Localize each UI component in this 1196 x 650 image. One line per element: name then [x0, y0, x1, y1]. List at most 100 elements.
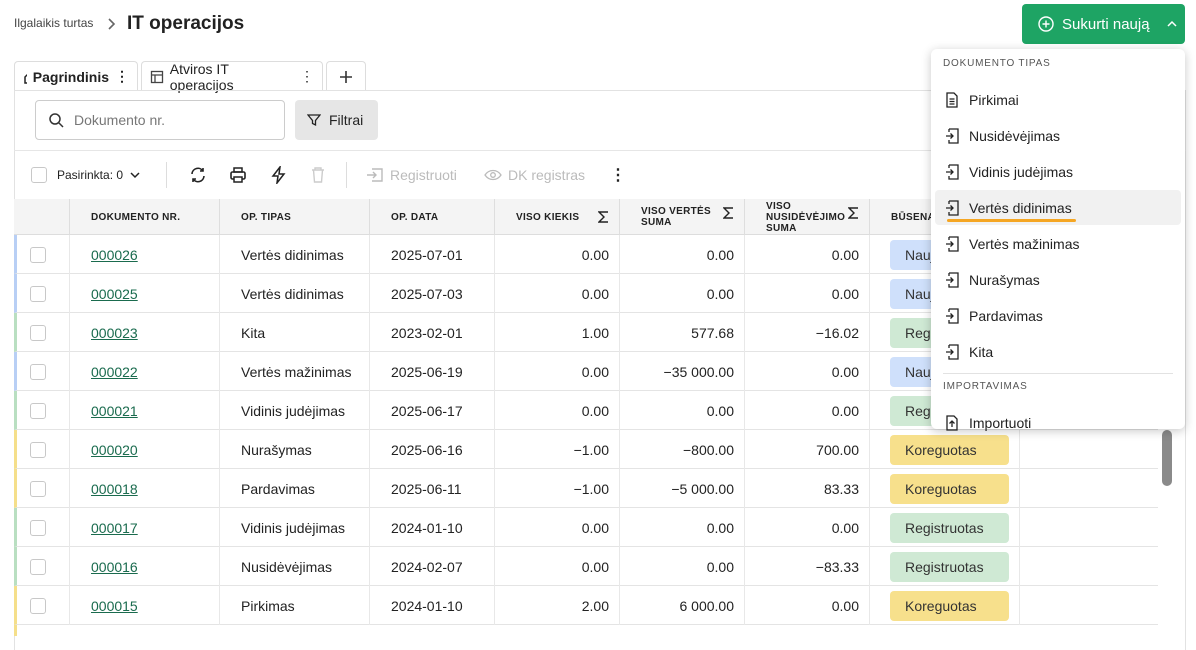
document-link[interactable]: 000015	[91, 597, 138, 614]
checkbox[interactable]	[30, 441, 46, 458]
eye-icon	[484, 169, 502, 181]
document-link[interactable]: 000022	[91, 363, 138, 380]
checkbox[interactable]	[30, 324, 46, 341]
menu-item[interactable]: Pardavimas	[935, 298, 1181, 333]
menu-item[interactable]: Vidinis judėjimas	[935, 154, 1181, 189]
cell	[17, 352, 70, 391]
tab-menu[interactable]: ⋮	[300, 68, 314, 84]
document-link[interactable]: 000025	[91, 285, 138, 302]
cell-text: Kita	[241, 324, 266, 341]
cell: 2025-06-17	[370, 391, 495, 430]
document-link[interactable]: 000026	[91, 246, 138, 263]
cell: 000018	[70, 469, 220, 508]
more-menu[interactable]: ⋮	[610, 167, 626, 184]
add-tab[interactable]	[326, 61, 366, 91]
cell-text: 0.00	[706, 402, 734, 419]
header-cell[interactable]: DOKUMENTO NR.	[70, 199, 220, 235]
create-button[interactable]: Sukurti naują	[1022, 4, 1185, 44]
section-title: IMPORTAVIMAS	[943, 381, 1028, 392]
header-cell[interactable]: OP. TIPAS	[220, 199, 370, 235]
header-label: BŪSENA	[891, 211, 936, 223]
cell: 2024-01-10	[370, 508, 495, 547]
breadcrumb[interactable]: Ilgalaikis turtas	[14, 16, 94, 30]
document-icon	[946, 127, 959, 144]
document-link[interactable]: 000021	[91, 402, 138, 419]
cell: 2025-07-01	[370, 235, 495, 274]
register-icon	[367, 168, 383, 182]
menu-item[interactable]: Nusidėvėjimas	[935, 118, 1181, 153]
checkbox[interactable]	[30, 363, 46, 380]
checkbox[interactable]	[30, 519, 46, 536]
menu-item[interactable]: Kita	[935, 334, 1181, 369]
checkbox[interactable]	[30, 402, 46, 419]
document-link[interactable]: 000017	[91, 519, 138, 536]
checkbox[interactable]	[30, 246, 46, 263]
bolt-icon[interactable]	[270, 166, 288, 184]
menu-item[interactable]: Vertės mažinimas	[935, 226, 1181, 261]
checkbox[interactable]	[30, 597, 46, 614]
document-link[interactable]: 000018	[91, 480, 138, 497]
document-link[interactable]: 000016	[91, 558, 138, 575]
cell: 000022	[70, 352, 220, 391]
header-cell[interactable]: VISO VERTĖS SUMA	[620, 199, 745, 235]
document-link[interactable]: 000020	[91, 441, 138, 458]
table-row[interactable]: 000018 Pardavimas 2025-06-11 −1.00 −5 000.00…	[14, 469, 1158, 508]
refresh-icon[interactable]	[189, 166, 207, 184]
checkbox[interactable]	[30, 285, 46, 302]
scrollbar[interactable]	[1162, 430, 1172, 486]
cell: Koreguotas	[870, 586, 1020, 625]
menu-item[interactable]: Pirkimai	[935, 82, 1181, 117]
delete-icon	[312, 167, 324, 183]
document-link[interactable]: 000023	[91, 324, 138, 341]
checkbox[interactable]	[30, 480, 46, 497]
sum-icon[interactable]	[598, 211, 609, 223]
cell	[1020, 508, 1158, 547]
table-row[interactable]: 000015 Pirkimas 2024-01-10 2.00 6 000.00 0.00…	[14, 586, 1158, 625]
cell: 0.00	[495, 352, 620, 391]
document-icon	[946, 163, 959, 180]
cell-text: Nusidėvėjimas	[241, 558, 333, 575]
menu-label: Pirkimai	[969, 91, 1019, 108]
header-cell[interactable]: VISO NUSIDĖVĖJIMO SUMA	[745, 199, 870, 235]
table-row[interactable]: 000017 Vidinis judėjimas 2024-01-10 0.00 0.0…	[14, 508, 1158, 547]
tab-menu[interactable]: ⋮	[115, 68, 129, 84]
sum-icon[interactable]	[848, 207, 859, 219]
status-badge: Koreguotas	[890, 434, 1009, 465]
menu-item[interactable]: Importuoti	[935, 405, 1181, 440]
register-label: Registruoti	[390, 167, 457, 183]
cell: 0.00	[620, 391, 745, 430]
header-label: VISO VERTĖS SUMA	[641, 206, 711, 228]
cell: 1.00	[495, 313, 620, 352]
checkbox[interactable]	[30, 558, 46, 575]
tab[interactable]: Atviros IT operacijos ⋮	[141, 61, 323, 93]
cell-text: 2025-07-01	[391, 246, 463, 263]
menu-item[interactable]: Vertės didinimas	[935, 190, 1181, 225]
cell-text: 0.00	[831, 597, 859, 614]
table-row[interactable]: 000026 Vertės didinimas 2025-07-01 0.00 0.00…	[14, 235, 1158, 274]
menu-label: Pardavimas	[969, 307, 1043, 324]
search-box[interactable]: Dokumento nr.	[35, 100, 285, 140]
filter-button[interactable]: Filtrai	[295, 100, 378, 140]
cell: 0.00	[620, 547, 745, 586]
menu-label: Nusidėvėjimas	[969, 127, 1061, 144]
menu-item[interactable]: Nurašymas	[935, 262, 1181, 297]
select-all[interactable]: Pasirinkta: 0	[31, 167, 141, 183]
sum-icon[interactable]	[723, 207, 734, 219]
cell: 0.00	[745, 391, 870, 430]
header-cell[interactable]: OP. DATA	[370, 199, 495, 235]
checkbox[interactable]	[31, 167, 47, 183]
header-label: OP. TIPAS	[241, 211, 292, 223]
cell-text: 2025-06-11	[391, 480, 462, 497]
cell-text: Pardavimas	[241, 480, 315, 497]
cell: −5 000.00	[620, 469, 745, 508]
cell-text: Nurašymas	[241, 441, 312, 458]
cell	[17, 508, 70, 547]
print-icon[interactable]	[229, 166, 247, 184]
dropdown-menu: DOKUMENTO TIPAS Pirkimai Nusidėvėjimas Vidi…	[931, 49, 1185, 431]
table-row[interactable]: 000020 Nurašymas 2025-06-16 −1.00 −800.00 700…	[14, 430, 1158, 469]
header-cell[interactable]: VISO KIEKIS	[495, 199, 620, 235]
plus-icon	[1038, 16, 1054, 32]
table-row[interactable]: 000016 Nusidėvėjimas 2024-02-07 0.00 0.00 −83…	[14, 547, 1158, 586]
tab[interactable]: Pagrindinis ⋮	[14, 61, 138, 91]
cell-text: 0.00	[831, 519, 859, 536]
